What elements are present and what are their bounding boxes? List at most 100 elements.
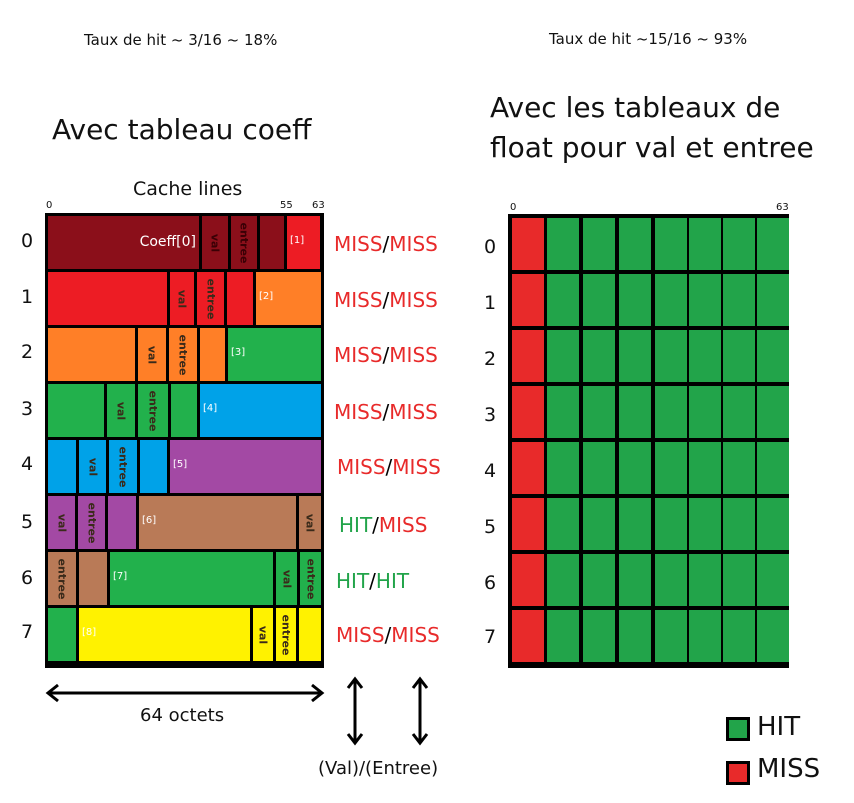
hit-cell	[689, 386, 721, 438]
hit-cell	[547, 330, 579, 382]
right-tick-0: 0	[510, 202, 517, 213]
cache-line-index: 6	[20, 567, 34, 589]
hit-cell	[547, 274, 579, 326]
cache-segment-r3-tag-4: [4]	[200, 384, 321, 437]
val-label: val	[145, 345, 159, 364]
access-status: MISS/MISS	[334, 232, 438, 256]
hit-cell	[689, 442, 721, 494]
status-separator: /	[382, 400, 390, 424]
miss-cell	[512, 498, 544, 550]
float-line-index: 1	[483, 292, 497, 314]
val-status: HIT	[339, 513, 373, 537]
val-status: MISS	[334, 288, 383, 312]
coeff-index-tag: [3]	[231, 347, 246, 358]
val-label: val	[55, 513, 68, 532]
entree-label: entree	[85, 502, 98, 543]
hit-cell	[619, 554, 651, 606]
val-status: MISS	[334, 343, 383, 367]
status-separator: /	[372, 513, 379, 537]
cache-segment-r6-tag-2: [7]	[110, 552, 273, 605]
coeff-index-tag: [5]	[173, 459, 188, 470]
entree-status: MISS	[378, 513, 428, 537]
hit-cell	[547, 498, 579, 550]
hit-cell	[655, 610, 687, 662]
access-status: MISS/MISS	[334, 400, 438, 424]
hit-cell	[655, 386, 687, 438]
cache-lines-grid: Coeff[0] val entree [1] val entree [2] val entre…	[45, 213, 324, 668]
left-tick-0: 0	[46, 200, 53, 211]
cache-segment-r2-val-1: val	[138, 328, 166, 381]
right-hit-rate: Taux de hit ~15/16 ~ 93%	[549, 30, 748, 48]
hit-cell	[655, 554, 687, 606]
entree-status: MISS	[389, 288, 438, 312]
width-label: 64 octets	[140, 705, 225, 726]
hit-cell	[619, 274, 651, 326]
coeff-index-tag: [2]	[259, 291, 274, 302]
entree-label: entree	[146, 390, 160, 431]
entree-status: MISS	[389, 400, 438, 424]
cache-line-index: 4	[20, 453, 34, 475]
hit-cell	[655, 442, 687, 494]
right-title-line2: float pour val et entree	[490, 131, 814, 164]
cache-segment-r7-data-4	[299, 608, 321, 661]
hit-cell	[723, 498, 755, 550]
miss-cell	[512, 218, 544, 270]
cache-segment-r1-val-1: val	[170, 272, 194, 325]
hit-cell	[583, 274, 615, 326]
coeff-index-tag: [1]	[290, 235, 305, 246]
cache-segment-r1-data-0	[48, 272, 167, 325]
status-separator: /	[385, 455, 393, 479]
val-status: MISS	[334, 400, 383, 424]
cache-segment-r5-val-0: val	[48, 496, 75, 549]
float-line-index: 7	[483, 626, 497, 648]
coeff-index-tag: [4]	[203, 403, 218, 414]
entree-label: entree	[55, 558, 69, 599]
hit-cell	[757, 498, 789, 550]
cache-segment-r7-entree-3: entree	[276, 608, 296, 661]
hit-cell	[757, 386, 789, 438]
cache-segment-r4-data-3	[140, 440, 167, 493]
hit-cell	[689, 218, 721, 270]
legend-hit-label: HIT	[757, 712, 801, 742]
hit-cell	[619, 330, 651, 382]
hit-cell	[723, 442, 755, 494]
cache-segment-r6-val-3: val	[276, 552, 297, 605]
cache-segment-r5-entree-1: entree	[78, 496, 105, 549]
status-separator: /	[369, 569, 376, 593]
float-line-index: 5	[483, 516, 497, 538]
float-line-index: 3	[483, 404, 497, 426]
cache-segment-r2-data-3	[200, 328, 225, 381]
hit-cell	[583, 442, 615, 494]
cache-line-index: 1	[20, 286, 34, 308]
hit-cell	[757, 274, 789, 326]
status-separator: /	[382, 288, 390, 312]
entree-label: entree	[237, 222, 251, 263]
cache-line-index: 2	[20, 341, 34, 363]
val-label: val	[175, 289, 189, 308]
cache-segment-r0-coeff-0: Coeff[0]	[48, 216, 199, 269]
miss-cell	[512, 554, 544, 606]
cache-line-index: 0	[20, 230, 34, 252]
float-line-index: 0	[483, 236, 497, 258]
status-separator: /	[384, 623, 392, 647]
cache-segment-r4-data-0	[48, 440, 76, 493]
hit-cell	[547, 442, 579, 494]
status-separator: /	[382, 232, 390, 256]
cache-segment-r3-data-0	[48, 384, 104, 437]
hit-cell	[583, 218, 615, 270]
hit-cell	[757, 330, 789, 382]
left-hit-rate: Taux de hit ~ 3/16 ~ 18%	[84, 31, 278, 49]
hit-cell	[723, 610, 755, 662]
access-status: HIT/MISS	[339, 513, 427, 537]
hit-cell	[619, 442, 651, 494]
hit-cell	[619, 386, 651, 438]
miss-cell	[512, 274, 544, 326]
hit-cell	[655, 274, 687, 326]
coeff-label: Coeff[0]	[139, 234, 196, 250]
cache-segment-r2-data-0	[48, 328, 135, 381]
hit-cell	[547, 386, 579, 438]
cache-line-index: 3	[20, 398, 34, 420]
hit-cell	[583, 554, 615, 606]
cache-segment-r3-entree-2: entree	[138, 384, 168, 437]
cache-segment-r4-val-1: val	[79, 440, 106, 493]
